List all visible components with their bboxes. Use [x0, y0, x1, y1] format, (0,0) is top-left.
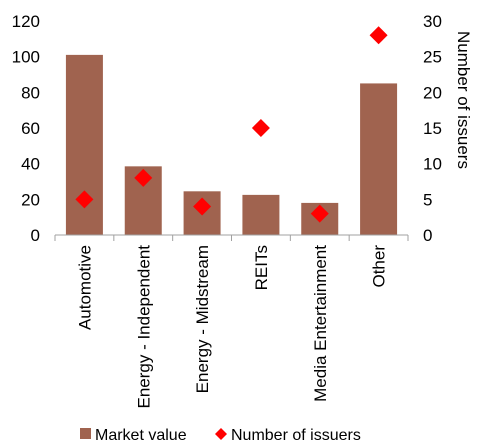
bar	[360, 83, 398, 236]
plot-area: 0 20 40 60 80 100 120 0 5 10 15 20 25 30 Automotive Ene…	[12, 12, 442, 409]
issuer-marker	[369, 26, 388, 45]
y-right-tick-label: 30	[423, 12, 442, 31]
y-right-tick-label: 15	[423, 119, 442, 138]
x-category-label: Energy - Midstream	[193, 245, 212, 393]
x-category-label: REITs	[252, 245, 271, 290]
issuer-marker	[310, 204, 329, 223]
issuer-marker	[193, 197, 212, 216]
issuer-marker	[75, 190, 94, 209]
y-left-tick-label: 60	[21, 119, 40, 138]
y-left-tick-label: 40	[21, 155, 40, 174]
x-category-label: Energy - Independent	[134, 245, 153, 409]
legend-marker-swatch	[215, 428, 227, 440]
y-left-tick-label: 120	[12, 12, 40, 31]
bar	[242, 194, 280, 235]
issuer-marker	[134, 168, 153, 187]
right-axis-title: Number of issuers	[454, 31, 473, 169]
issuer-marker	[251, 119, 270, 137]
legend-bar-label: Market value	[95, 427, 187, 444]
legend-bar-swatch	[80, 428, 91, 439]
y-left-tick-label: 80	[21, 83, 40, 102]
y-left-tick-label: 20	[21, 190, 40, 209]
y-right-tick-label: 0	[423, 226, 432, 245]
x-category-label: Automotive	[75, 245, 94, 330]
legend: Market value Number of issuers	[80, 427, 361, 444]
legend-marker-label: Number of issuers	[231, 427, 361, 444]
y-left-tick-label: 100	[12, 48, 40, 67]
y-right-tick-label: 25	[423, 48, 442, 67]
y-left-tick-label: 0	[31, 226, 40, 245]
x-category-label: Media Entertainment	[311, 245, 330, 402]
y-right-tick-label: 20	[423, 83, 442, 102]
y-right-tick-label: 10	[423, 155, 442, 174]
x-category-label: Other	[370, 245, 389, 288]
y-right-tick-label: 5	[423, 190, 432, 209]
